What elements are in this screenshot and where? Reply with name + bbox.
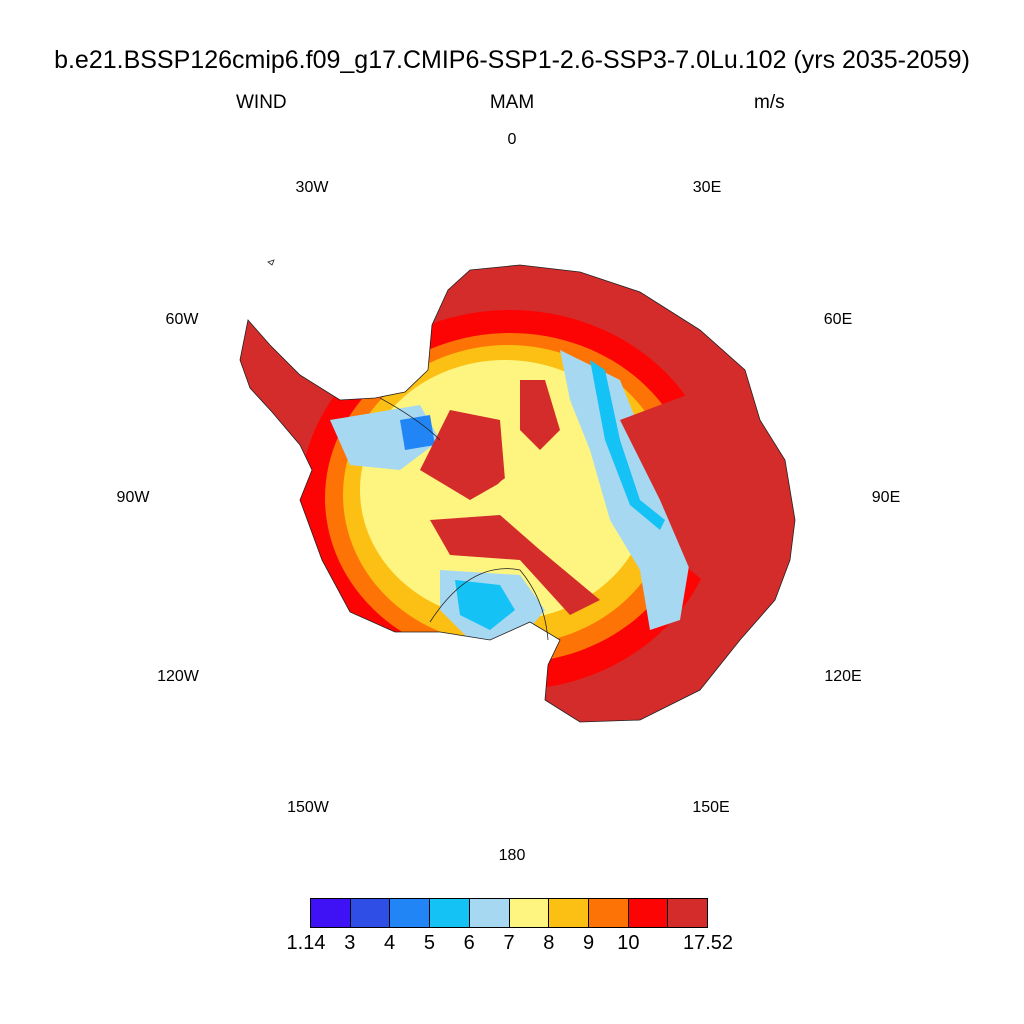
ronne-ice-shelf-outline	[379, 397, 441, 441]
colorbar-box	[389, 898, 430, 928]
lon-label-120w: 120W	[157, 668, 199, 685]
colorbar-label: 17.52	[682, 932, 734, 954]
colorbar-box	[587, 898, 628, 928]
colorbar-label: 8	[543, 932, 555, 954]
units-label: m/s	[754, 92, 785, 113]
field-cyan-streak	[590, 360, 665, 530]
colorbar-label: 1.14	[286, 932, 326, 954]
field-east-plateau	[620, 390, 780, 610]
lon-label-120e: 120E	[824, 668, 862, 685]
colorbar-box	[667, 898, 709, 928]
colorbar-label: 3	[344, 932, 356, 954]
colorbar-label: 7	[503, 932, 515, 954]
lon-label-60e: 60E	[823, 311, 853, 328]
wind-field	[240, 265, 795, 722]
colorbar-label: 9	[583, 932, 595, 954]
lon-label-90w: 90W	[116, 489, 150, 506]
island-outline	[267, 259, 275, 266]
colorbar-box	[548, 898, 588, 928]
field-arm-west	[420, 410, 505, 500]
colorbar-box	[468, 898, 509, 928]
variable-label: WIND	[236, 92, 287, 113]
plot-title: b.e21.BSSP126cmip6.f09_g17.CMIP6-SSP1-2.…	[54, 46, 970, 74]
lon-label-150w: 150W	[287, 799, 329, 816]
colorbar-box	[349, 898, 390, 928]
lon-label-30e: 30E	[692, 179, 722, 196]
lon-label-180: 180	[498, 847, 526, 864]
lon-label-30w: 30W	[295, 179, 329, 196]
colorbar-label: 10	[617, 932, 640, 954]
lon-label-150e: 150E	[692, 799, 730, 816]
lon-label-0: 0	[507, 131, 517, 148]
colorbar-label: 6	[463, 932, 475, 954]
field-arm-north	[520, 380, 560, 450]
colorbar-label: 5	[423, 932, 435, 954]
colorbar	[310, 898, 709, 928]
season-label: MAM	[489, 92, 535, 113]
coastline	[239, 264, 796, 723]
ross-ice-shelf-outline	[429, 568, 549, 641]
colorbar-box	[310, 898, 350, 928]
colorbar-box	[429, 898, 469, 928]
field-blue-patch-peninsula	[400, 415, 435, 450]
lon-label-60w: 60W	[165, 311, 199, 328]
colorbar-box	[508, 898, 549, 928]
field-cyan-patch-ross	[455, 580, 515, 630]
colorbar-label: 4	[384, 932, 396, 954]
lon-label-90e: 90E	[871, 489, 901, 506]
colorbar-box	[627, 898, 668, 928]
field-arm-south	[430, 515, 600, 615]
field-pole-center	[493, 476, 537, 520]
